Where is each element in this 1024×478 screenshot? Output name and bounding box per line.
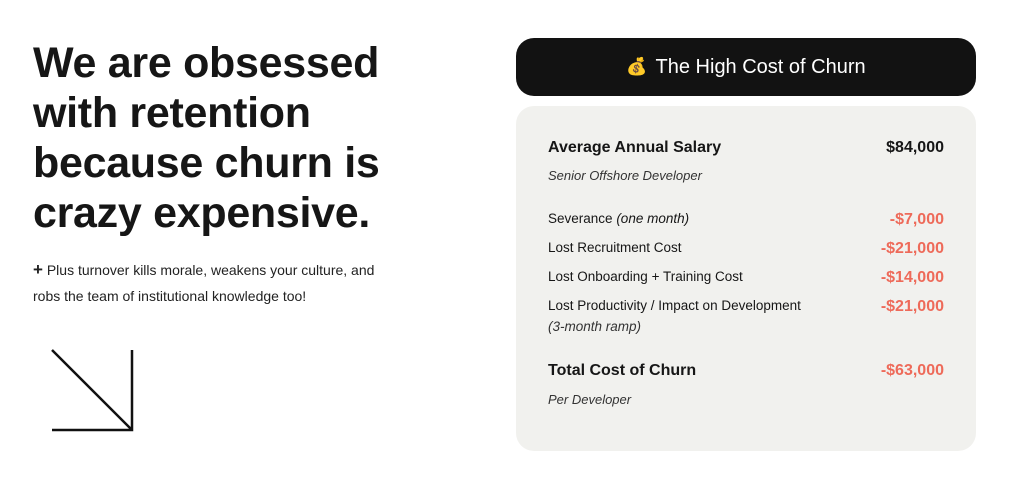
total-label: Total Cost of Churn bbox=[548, 362, 697, 379]
cost-label: Lost Recruitment Cost bbox=[548, 240, 682, 255]
salary-row: Average Annual Salary $84,000 bbox=[548, 139, 944, 157]
money-bag-icon: 💰 bbox=[626, 57, 648, 76]
cost-row: Lost Onboarding + Training Cost -$14,000 bbox=[548, 269, 944, 287]
subtext: + Plus turnover kills morale, weakens yo… bbox=[33, 257, 393, 309]
churn-cost-card: Average Annual Salary $84,000 Senior Offs… bbox=[516, 106, 976, 451]
cost-row: Lost Productivity / Impact on Developmen… bbox=[548, 298, 944, 316]
total-value: -$63,000 bbox=[880, 362, 944, 379]
cost-value: -$14,000 bbox=[880, 269, 944, 286]
cost-value: -$21,000 bbox=[880, 240, 944, 257]
card-title: The High Cost of Churn bbox=[655, 55, 866, 78]
headline: We are obsessed with retention because c… bbox=[33, 39, 380, 237]
salary-label: Average Annual Salary bbox=[548, 139, 722, 156]
cost-qualifier: (one month) bbox=[616, 211, 690, 226]
arrow-down-right-icon bbox=[51, 349, 134, 432]
subtext-text: Plus turnover kills morale, weakens your… bbox=[33, 262, 375, 304]
cost-value: -$21,000 bbox=[880, 298, 944, 315]
total-row: Total Cost of Churn -$63,000 bbox=[548, 362, 944, 380]
cost-note: (3-month ramp) bbox=[548, 319, 642, 334]
salary-note: Senior Offshore Developer bbox=[548, 168, 702, 183]
plus-icon: + bbox=[33, 260, 43, 279]
salary-value: $84,000 bbox=[886, 139, 944, 156]
cost-label: Lost Onboarding + Training Cost bbox=[548, 269, 743, 284]
card-header: 💰 The High Cost of Churn bbox=[516, 38, 976, 96]
cost-row: Severance (one month) -$7,000 bbox=[548, 211, 944, 229]
cost-label: Lost Productivity / Impact on Developmen… bbox=[548, 298, 801, 313]
cost-row: Lost Recruitment Cost -$21,000 bbox=[548, 240, 944, 258]
cost-value: -$7,000 bbox=[889, 211, 944, 228]
cost-label: Severance bbox=[548, 211, 613, 226]
total-note: Per Developer bbox=[548, 392, 632, 407]
